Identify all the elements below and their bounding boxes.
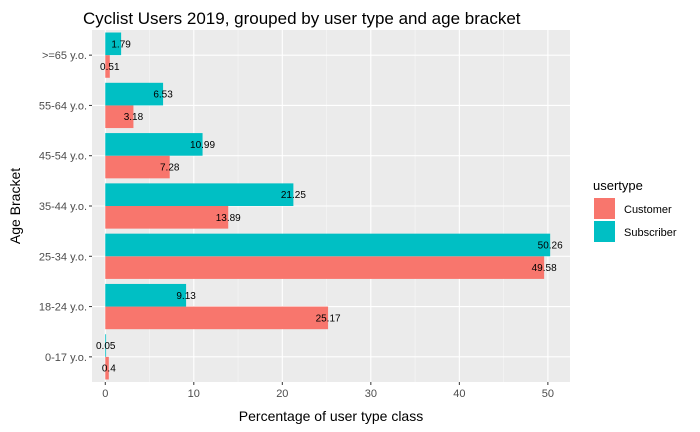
bar-customer: [105, 206, 229, 229]
bar-subscriber: [105, 233, 551, 257]
bar-subscriber: [105, 133, 203, 156]
x-tick-label: 50: [542, 388, 554, 400]
x-tick-label: 10: [188, 388, 200, 400]
y-tick-label: 55-64 y.o.: [39, 100, 87, 112]
bar-value-label: 9.13: [176, 291, 196, 302]
bar-value-label: 0.51: [100, 62, 120, 73]
bar-value-label: 7.28: [160, 163, 180, 174]
y-axis: 0-17 y.o. 18-24 y.o. 25-34 y.o. 35-44 y.o. 4…: [39, 50, 92, 364]
y-tick-label: 25-34 y.o.: [39, 251, 87, 263]
legend-key-subscriber: [594, 221, 615, 242]
x-tick-label: 0: [102, 388, 108, 400]
bar-subscriber: [105, 283, 187, 307]
x-axis: 0 10 20 30 40 50: [102, 382, 554, 400]
x-tick-label: 20: [276, 388, 288, 400]
bar-subscriber: [105, 334, 107, 357]
bar-customer: [105, 105, 134, 129]
bar-value-label: 10.99: [190, 140, 215, 151]
chart-title: Cyclist Users 2019, grouped by user type…: [83, 9, 521, 28]
bar-customer: [105, 356, 109, 380]
bar-subscriber: [105, 32, 122, 56]
bar-value-label: 21.25: [281, 190, 306, 201]
bar-subscriber: [105, 82, 164, 106]
bars: [105, 32, 551, 380]
bar-value-label: 49.58: [532, 263, 557, 274]
bar-value-label: 50.26: [538, 240, 563, 251]
legend-label: Subscriber: [624, 227, 677, 239]
bar-customer: [105, 55, 110, 78]
bar-value-label: 0.05: [96, 341, 116, 352]
y-axis-title: Age Bracket: [7, 168, 23, 244]
legend-key-customer: [594, 198, 615, 219]
bar-customer: [105, 306, 329, 330]
x-axis-title: Percentage of user type class: [239, 408, 423, 424]
bar-value-label: 1.79: [111, 39, 131, 50]
bar-value-label: 13.89: [216, 213, 241, 224]
x-tick-label: 30: [365, 388, 377, 400]
x-tick-label: 40: [453, 388, 465, 400]
legend: usertype Customer Subscriber: [593, 178, 677, 242]
legend-title: usertype: [593, 178, 643, 193]
bar-value-label: 25.17: [316, 313, 341, 324]
bar-subscriber: [105, 183, 294, 206]
bar-value-label: 6.53: [153, 90, 173, 101]
y-tick-label: 18-24 y.o.: [39, 302, 87, 314]
y-tick-label: 45-54 y.o.: [39, 151, 87, 163]
bar-value-label: 0.4: [102, 364, 116, 375]
legend-items: Customer Subscriber: [594, 198, 677, 242]
bar-value-label: 3.18: [124, 112, 144, 123]
legend-label: Customer: [624, 204, 672, 216]
y-tick-label: >=65 y.o.: [42, 50, 87, 62]
bar-labels: 0.4 25.17 49.58 13.89 7.28 3.18 0.51 0.05 9.13 50…: [96, 39, 563, 374]
y-tick-label: 0-17 y.o.: [45, 352, 87, 364]
y-tick-label: 35-44 y.o.: [39, 201, 87, 213]
bar-customer: [105, 155, 170, 179]
bar-customer: [105, 256, 545, 279]
